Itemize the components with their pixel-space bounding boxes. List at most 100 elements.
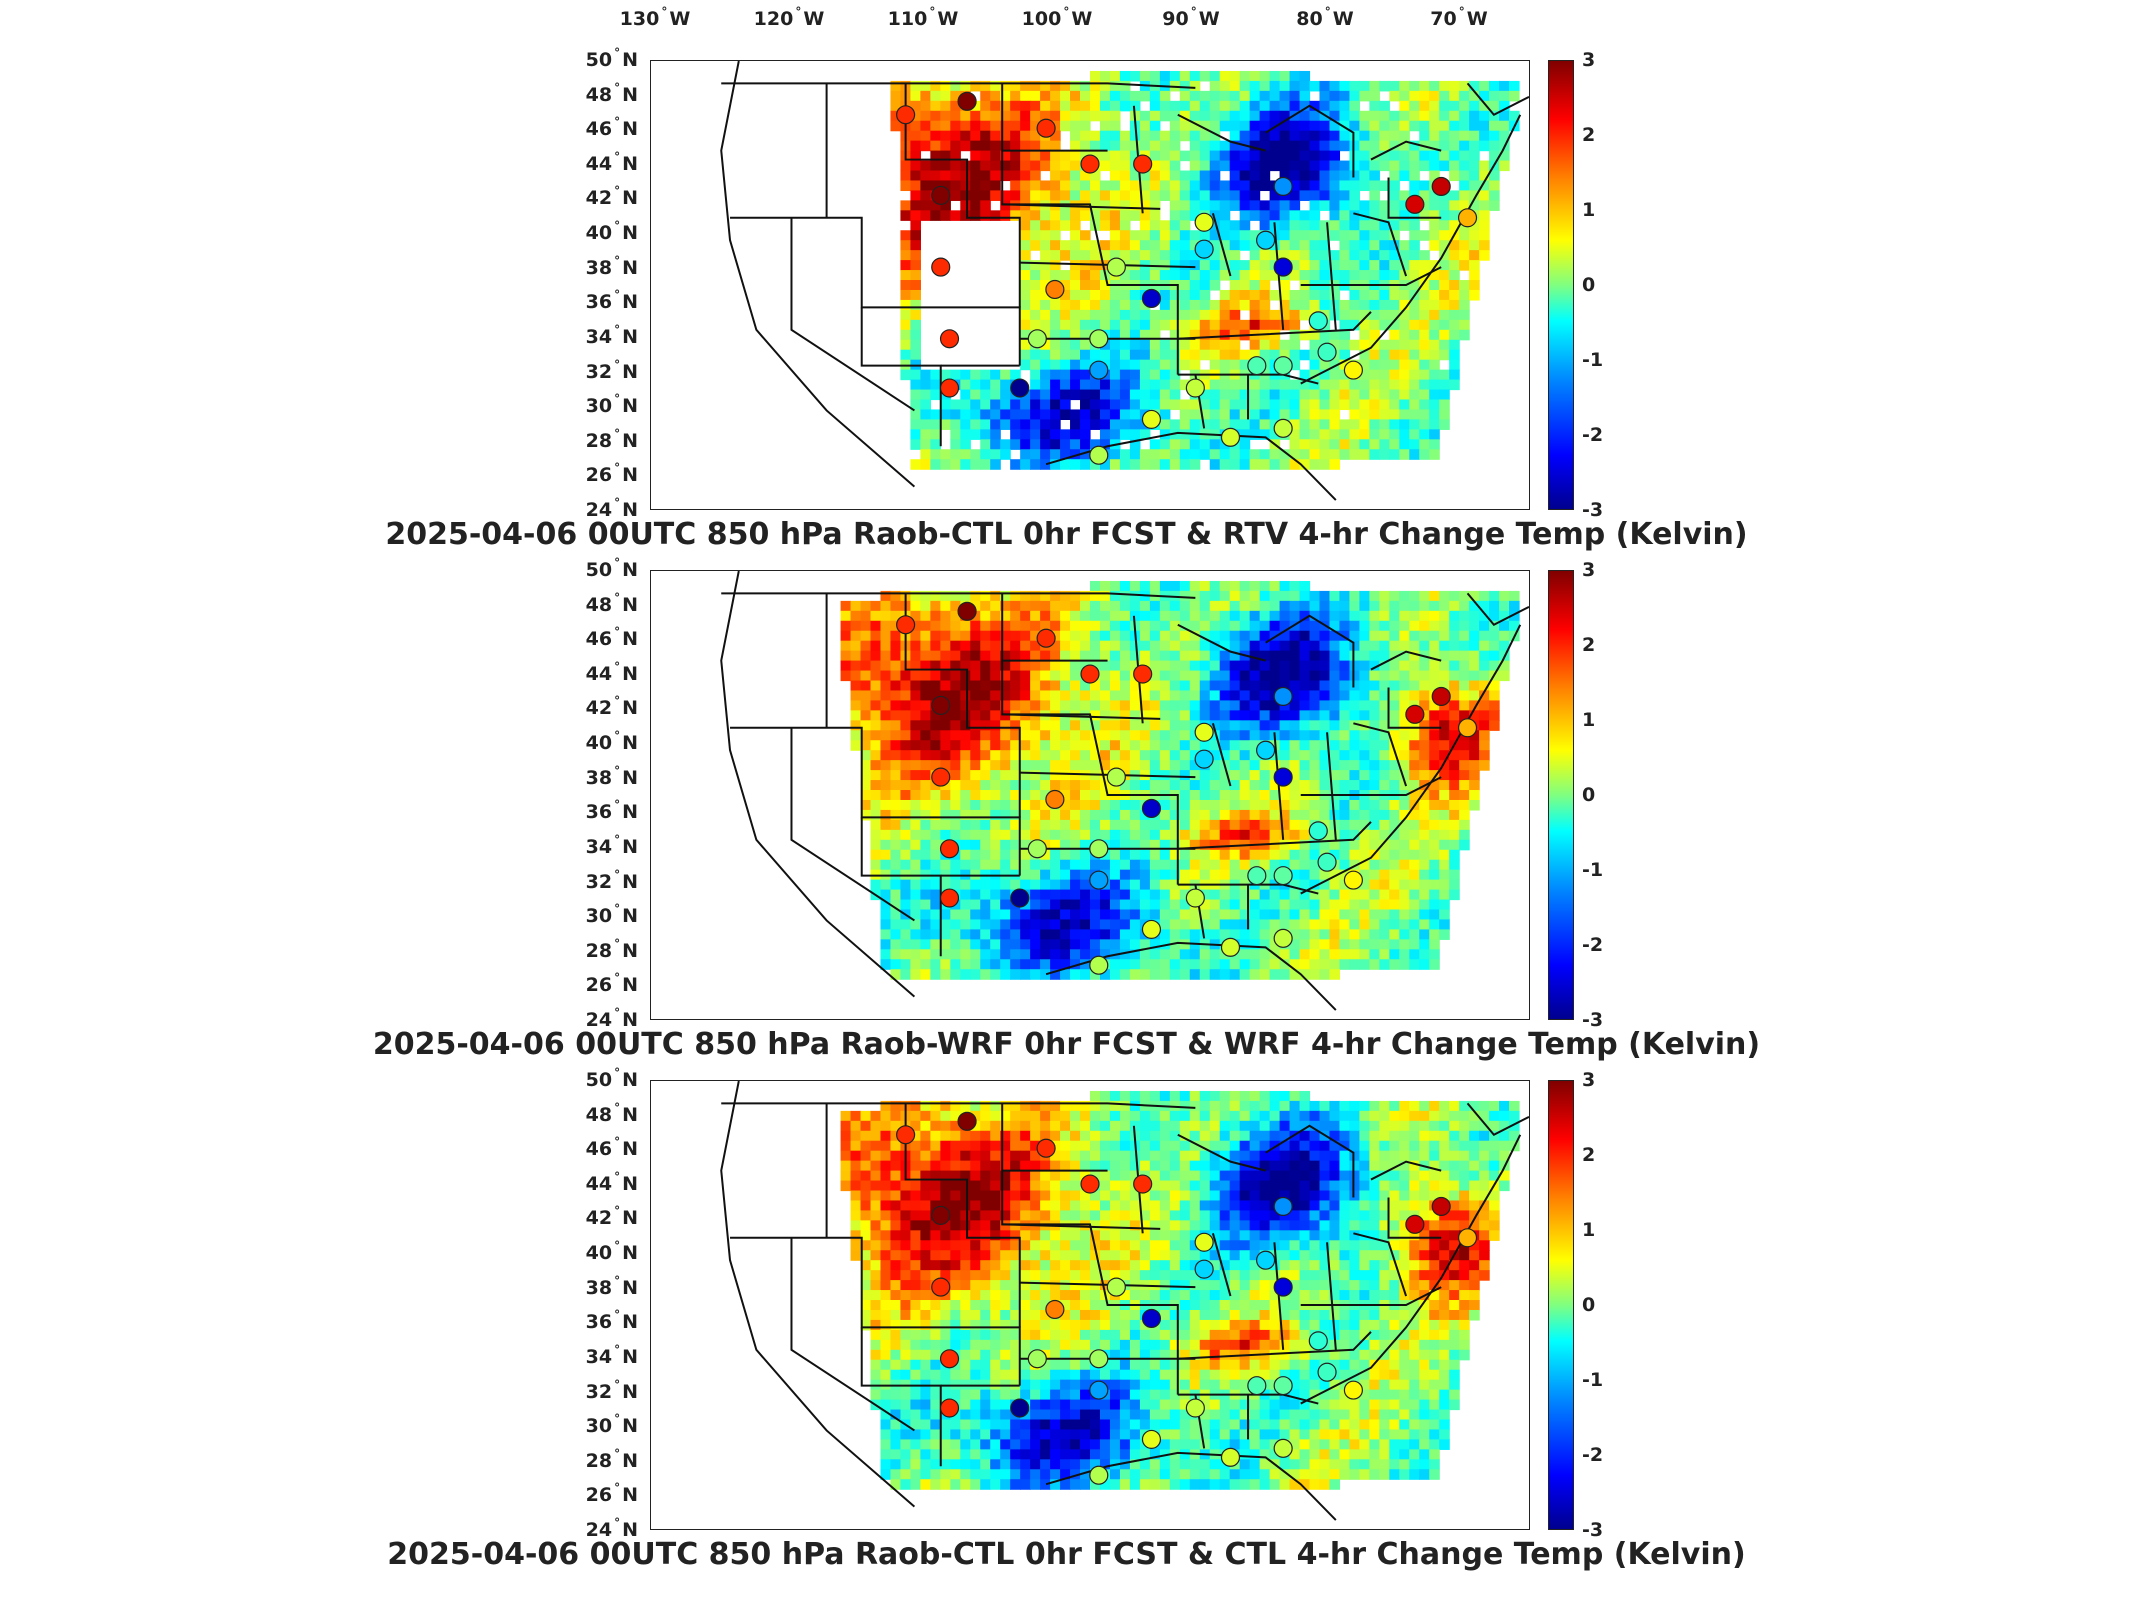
field-cell (1349, 949, 1360, 960)
field-cell (1109, 839, 1121, 851)
field-cell (1439, 260, 1450, 271)
field-cell (950, 809, 961, 821)
field-cell (1030, 369, 1041, 381)
field-cell (1389, 409, 1400, 420)
field-cell (1060, 889, 1071, 901)
field-cell (1219, 929, 1231, 940)
field-cell (1429, 760, 1440, 771)
field-cell (1359, 379, 1370, 391)
field-cell (1149, 869, 1161, 881)
field-cell (1409, 170, 1420, 182)
field-cell (1329, 959, 1341, 970)
map-panel: 50 ° N 48 ° N 46 ° N 44 ° N 42 ° N 40 ° N 38 ° N 36 ° N 34 ° N 32 ° N… (0, 0, 2133, 552)
field-cell (1129, 289, 1141, 301)
field-cell (1319, 419, 1331, 430)
field-cell (980, 959, 991, 970)
field-cell (1459, 90, 1470, 102)
field-cell (1050, 889, 1061, 901)
field-cell (1269, 399, 1281, 411)
field-cell (1289, 690, 1301, 702)
field-cell (920, 90, 931, 102)
field-cell (1050, 339, 1061, 351)
field-cell (1010, 829, 1021, 841)
field-cell (1219, 819, 1231, 831)
field-cell (1219, 670, 1231, 682)
field-cell (1369, 309, 1380, 321)
raob-station-marker (1133, 664, 1153, 684)
field-cell (1449, 80, 1460, 92)
field-cell (1109, 250, 1121, 261)
field-cell (940, 969, 951, 980)
field-cell (880, 670, 892, 682)
lat-hemisphere: N (622, 628, 638, 651)
field-cell (1379, 110, 1390, 122)
field-cell (1080, 760, 1091, 771)
field-cell (1119, 170, 1131, 182)
field-cell (1369, 620, 1380, 632)
field-cell (1259, 1110, 1271, 1122)
field-cell (1020, 1130, 1031, 1142)
field-cell (1279, 730, 1291, 741)
field-cell (1179, 640, 1191, 652)
field-cell (1179, 770, 1191, 781)
field-cell (1349, 630, 1360, 642)
field-cell (1159, 449, 1171, 460)
field-cell (1229, 700, 1241, 711)
field-cell (1149, 399, 1161, 411)
field-cell (1149, 220, 1161, 231)
field-cell (1040, 949, 1051, 960)
field-cell (1020, 329, 1031, 341)
field-cell (920, 770, 931, 781)
field-cell (1030, 879, 1041, 891)
field-cell (980, 849, 991, 861)
field-cell (900, 319, 912, 331)
lat-label: 32 ° N (585, 867, 638, 893)
field-cell (1060, 389, 1071, 401)
field-cell (1080, 120, 1091, 132)
field-cell (1119, 220, 1131, 231)
field-cell (1419, 110, 1430, 122)
field-cell (870, 650, 882, 662)
field-cell (890, 819, 902, 831)
field-cell (1349, 780, 1360, 791)
field-cell (1070, 969, 1081, 980)
field-cell (1269, 1100, 1281, 1112)
field-cell (1249, 849, 1261, 861)
field-cell (1299, 760, 1311, 771)
field-cell (1269, 909, 1281, 921)
field-cell (1279, 710, 1291, 721)
field-cell (1379, 949, 1390, 960)
field-cell (1060, 829, 1071, 841)
field-cell (1080, 389, 1091, 401)
field-cell (1149, 349, 1161, 361)
field-cell (1459, 319, 1470, 331)
field-cell (930, 80, 941, 92)
field-cell (950, 760, 961, 771)
field-cell (1199, 389, 1211, 401)
field-cell (1509, 610, 1520, 622)
field-cell (1119, 1130, 1131, 1142)
field-cell (1249, 949, 1261, 960)
field-cell (1189, 740, 1201, 751)
field-cell (1329, 799, 1341, 811)
field-cell (1299, 660, 1311, 672)
colorbar-tick: -1 (1582, 859, 1604, 881)
field-cell (1289, 190, 1301, 201)
field-cell (1239, 889, 1251, 901)
field-cell (1429, 790, 1440, 801)
field-cell (1399, 859, 1410, 871)
field-cell (1090, 250, 1101, 261)
field-cell (1279, 200, 1291, 211)
field-cell (1289, 349, 1301, 361)
field-cell (1229, 610, 1241, 622)
field-cell (1339, 339, 1351, 351)
field-cell (1249, 750, 1261, 761)
field-cell (1359, 730, 1370, 741)
field-cell (910, 110, 921, 122)
field-cell (1399, 680, 1410, 692)
field-cell (1309, 220, 1321, 231)
field-cell (1169, 419, 1181, 430)
field-cell (1399, 889, 1410, 901)
field-cell (880, 1130, 892, 1142)
raob-station-marker (1220, 937, 1241, 957)
